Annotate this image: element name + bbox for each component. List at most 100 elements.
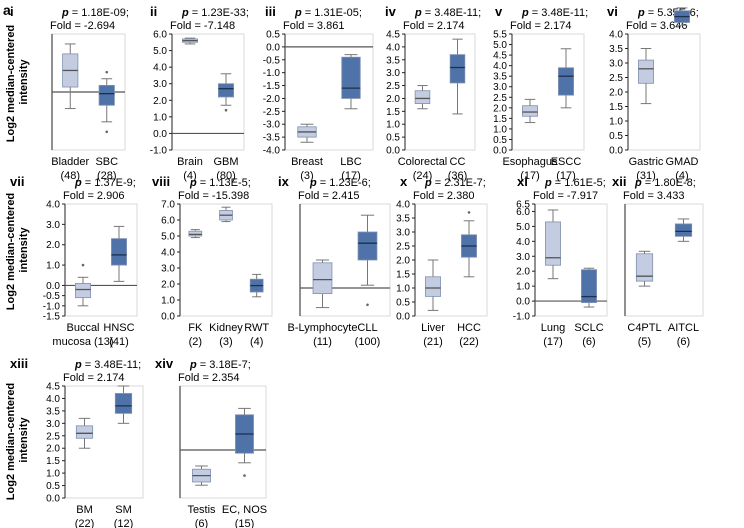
p-symbol: p: [189, 177, 197, 189]
box-gmad: [674, 7, 690, 26]
box-kidney: [219, 206, 233, 223]
y-tick-label: 5.5: [493, 30, 507, 41]
box-lung: [545, 209, 561, 280]
panel-numeral: vi: [607, 4, 618, 19]
y-tick-label: 1.5: [46, 456, 60, 467]
p-symbol: p: [61, 7, 69, 19]
box-bladder: [62, 43, 79, 110]
box-lbc: [341, 54, 361, 110]
y-tick-label: 1.0: [396, 284, 410, 295]
y-tick-label: 4.0: [161, 248, 175, 259]
box-colorectal: [414, 85, 431, 110]
fold-label: Fold = -15.398: [178, 190, 249, 202]
category-label: Testis: [187, 504, 216, 516]
p-symbol: p: [74, 359, 82, 371]
category-label: Esophagus: [502, 156, 558, 168]
category-label: Bladder: [51, 156, 89, 168]
panel-numeral: ix: [278, 174, 290, 189]
category-count: (11): [313, 336, 332, 348]
panel-numeral: iii: [265, 4, 276, 19]
category-label: GMAD: [666, 156, 699, 168]
outlier-point: [105, 70, 109, 74]
p-value: = 1.23E-33;: [189, 7, 249, 19]
p-value-label: p = 1.23E-6;: [309, 177, 371, 189]
y-tick-label: 1.0: [516, 282, 530, 293]
y-tick-label: 3.5: [46, 406, 60, 417]
y-tick-label: 0.5: [386, 133, 400, 144]
category-count: (4): [183, 170, 196, 182]
figure-label: a: [3, 2, 11, 18]
y-tick-label: -1.5: [263, 81, 281, 92]
p-value: = 1.37E-9;: [82, 177, 136, 189]
y-tick-label: 1.0: [161, 296, 175, 307]
y-axis-label-line2: intensity: [18, 59, 30, 105]
p-symbol: p: [544, 177, 552, 189]
fold-label: Fold = 3.433: [623, 190, 684, 202]
category-label: RWT: [244, 322, 269, 334]
category-label: AITCL: [668, 322, 699, 334]
category-label: SM: [115, 504, 132, 516]
panel-numeral: ii: [150, 4, 157, 19]
box-cll: [357, 214, 378, 307]
p-value: = 3.48E-11;: [529, 7, 588, 19]
y-tick-label: 6.5: [516, 200, 530, 211]
category-label: SBC: [95, 156, 118, 168]
y-axis-label-line1: Log2 median-centered: [5, 25, 17, 142]
p-symbol: p: [414, 7, 422, 19]
panel-xii: xii p = 1.80E-8;Fold = 3.433C4PTL(5)AITCL…: [612, 174, 704, 348]
y-tick-label: 6.0: [153, 30, 167, 41]
y-tick-label: 1.0: [493, 124, 507, 135]
outlier-point: [467, 211, 471, 214]
y-tick-label: 0.5: [493, 135, 507, 146]
y-tick-label: 2.0: [516, 267, 530, 278]
box-esophagus: [522, 98, 538, 124]
fold-label: Fold = 2.174: [403, 20, 464, 32]
panel-numeral: xii: [612, 174, 626, 189]
p-symbol: p: [181, 7, 189, 19]
y-tick-label: 6.0: [161, 216, 175, 227]
p-value-label: p = 1.13E-5;: [189, 177, 251, 189]
box-buccal: [75, 263, 91, 307]
box-body: [188, 230, 203, 237]
y-tick-label: 1.0: [46, 469, 60, 480]
y-tick-label: 2.0: [153, 96, 167, 107]
y-tick-label: 0.0: [386, 146, 400, 157]
category-label: Buccal: [66, 322, 99, 334]
box-bm: [75, 417, 94, 449]
panel-xiv: xiv p = 3.18E-7;Fold = 2.354 Testis (6) EC, …: [155, 356, 267, 528]
p-value: = 1.61E-5;: [552, 177, 606, 189]
category-count: (3): [300, 170, 313, 182]
outlier-point: [366, 303, 369, 307]
category-label: Gastric: [629, 156, 664, 168]
box-body: [581, 269, 597, 303]
box-body: [558, 67, 574, 96]
box-ec-nos: [235, 407, 254, 477]
y-tick-label: 3.5: [493, 72, 507, 83]
category-label: CLL: [357, 322, 377, 334]
y-tick-label: 6.0: [516, 207, 530, 218]
category-label: Lung: [541, 322, 565, 334]
y-tick-label: 0.0: [46, 281, 60, 292]
category-label: Colorectal: [398, 156, 448, 168]
y-axis-label-line1: Log2 median-centered: [5, 193, 17, 310]
y-tick-label: 4.0: [153, 63, 167, 74]
box-escc: [558, 48, 574, 109]
y-tick-label: 4.0: [516, 237, 530, 248]
fold-label: Fold = 3.646: [626, 20, 687, 32]
box-body: [75, 283, 91, 299]
y-tick-label: -1.0: [150, 146, 168, 157]
p-value-label: p = 3.18E-7;: [189, 359, 251, 371]
p-value: = 1.23E-6;: [317, 177, 371, 189]
box-c4ptl: [635, 250, 654, 287]
box-body: [414, 90, 431, 105]
category-label: HCC: [457, 322, 481, 334]
box-body: [312, 262, 333, 294]
y-tick-label: 0.0: [161, 312, 175, 323]
box-body: [425, 276, 441, 297]
p-value: = 1.31E-05;: [302, 7, 362, 19]
panel-numeral: xiv: [155, 356, 174, 371]
